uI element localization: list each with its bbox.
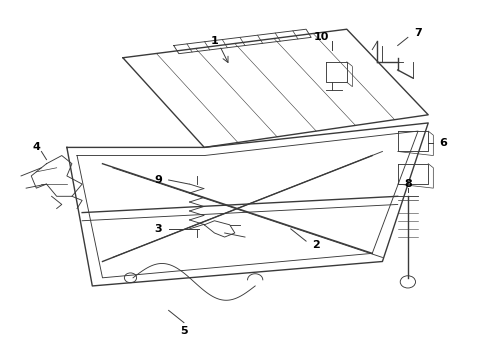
Text: 9: 9 [154,175,162,185]
Text: 8: 8 [404,179,412,189]
Text: 1: 1 [211,36,219,46]
Text: 10: 10 [314,32,329,42]
Text: 5: 5 [180,326,188,336]
Text: 7: 7 [414,28,422,38]
Text: 2: 2 [313,240,320,250]
Text: 3: 3 [155,224,162,234]
Text: 4: 4 [32,143,40,152]
Text: 6: 6 [440,138,447,148]
